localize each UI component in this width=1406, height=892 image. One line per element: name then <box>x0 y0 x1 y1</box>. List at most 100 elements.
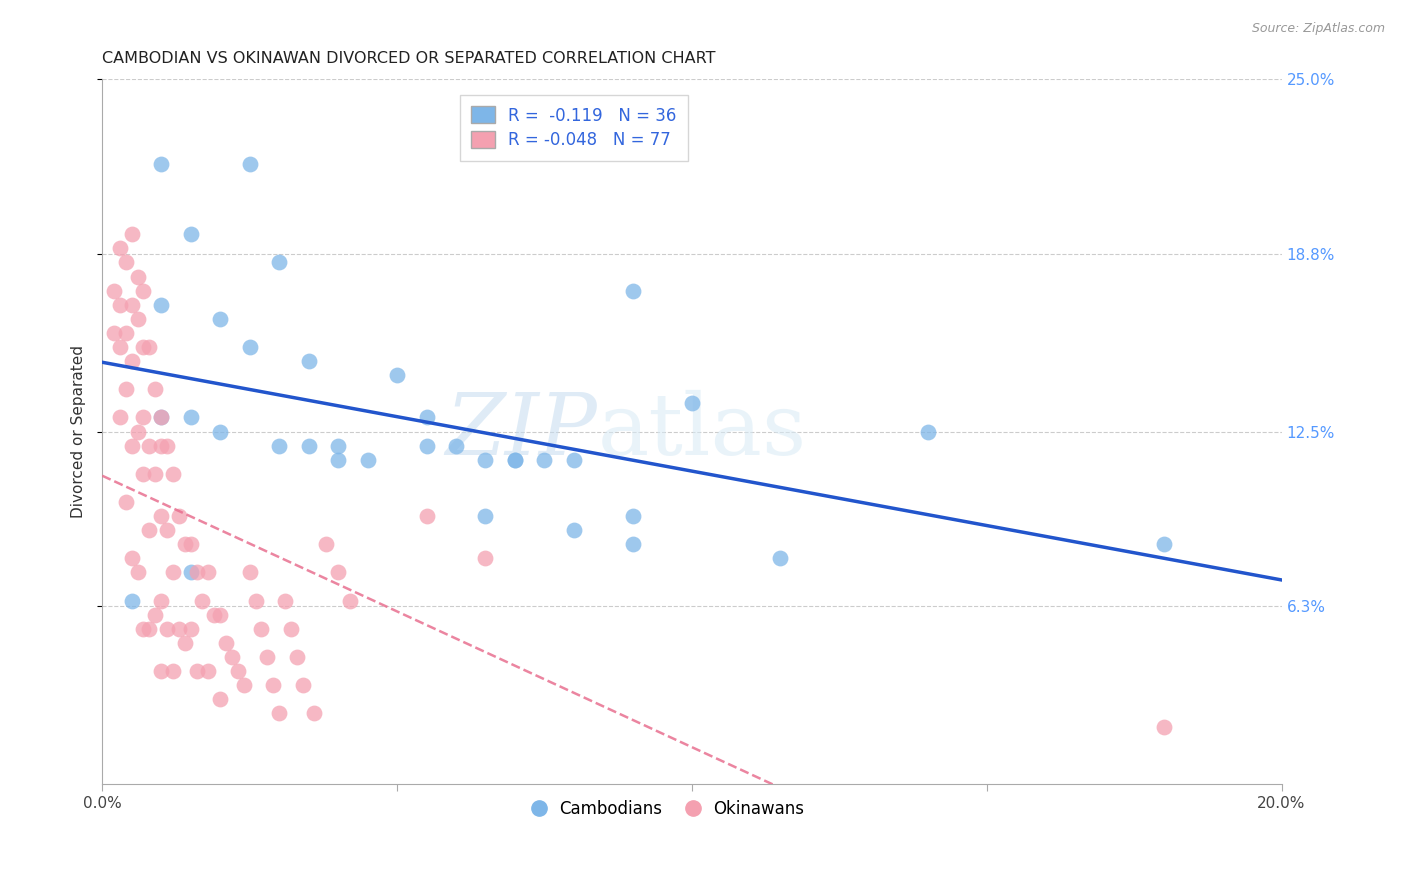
Point <box>415 509 437 524</box>
Point <box>138 523 160 537</box>
Point <box>256 649 278 664</box>
Point <box>326 452 349 467</box>
Point <box>121 439 143 453</box>
Point <box>114 382 136 396</box>
Y-axis label: Divorced or Separated: Divorced or Separated <box>72 345 86 518</box>
Point <box>162 467 184 481</box>
Point <box>1153 537 1175 551</box>
Point <box>415 410 437 425</box>
Point <box>415 439 437 453</box>
Point <box>167 509 190 524</box>
Point <box>150 410 173 425</box>
Point <box>173 537 195 551</box>
Point <box>197 566 219 580</box>
Point <box>114 326 136 340</box>
Point <box>132 284 155 298</box>
Point <box>132 622 155 636</box>
Point <box>186 664 208 678</box>
Point <box>209 311 232 326</box>
Point <box>239 340 262 354</box>
Point <box>121 227 143 242</box>
Point <box>239 157 262 171</box>
Point <box>315 537 337 551</box>
Point <box>245 593 267 607</box>
Point <box>156 439 179 453</box>
Point <box>326 566 349 580</box>
Point <box>474 551 496 566</box>
Point <box>138 340 160 354</box>
Point <box>1153 720 1175 734</box>
Point <box>167 622 190 636</box>
Point <box>385 368 408 383</box>
Point <box>180 410 202 425</box>
Point <box>180 227 202 242</box>
Point <box>285 649 308 664</box>
Point <box>209 692 232 706</box>
Point <box>215 636 238 650</box>
Point <box>143 382 166 396</box>
Point <box>150 509 173 524</box>
Point <box>108 340 131 354</box>
Point <box>232 678 254 692</box>
Point <box>150 439 173 453</box>
Point <box>108 241 131 255</box>
Legend: Cambodians, Okinawans: Cambodians, Okinawans <box>526 793 811 825</box>
Point <box>304 706 326 721</box>
Text: atlas: atlas <box>598 390 807 473</box>
Point <box>562 452 585 467</box>
Text: CAMBODIAN VS OKINAWAN DIVORCED OR SEPARATED CORRELATION CHART: CAMBODIAN VS OKINAWAN DIVORCED OR SEPARA… <box>103 51 716 66</box>
Point <box>503 452 526 467</box>
Point <box>180 622 202 636</box>
Point <box>239 566 262 580</box>
Point <box>226 664 249 678</box>
Point <box>269 255 291 269</box>
Point <box>274 593 297 607</box>
Point <box>121 298 143 312</box>
Point <box>209 607 232 622</box>
Point <box>474 509 496 524</box>
Point <box>150 664 173 678</box>
Point <box>533 452 555 467</box>
Point <box>250 622 273 636</box>
Point <box>143 607 166 622</box>
Point <box>103 326 125 340</box>
Point <box>108 298 131 312</box>
Point <box>127 425 149 439</box>
Point <box>474 452 496 467</box>
Point <box>339 593 361 607</box>
Point <box>297 354 319 368</box>
Point <box>114 255 136 269</box>
Point <box>221 649 243 664</box>
Point <box>202 607 225 622</box>
Point <box>262 678 284 692</box>
Point <box>162 664 184 678</box>
Point <box>621 509 644 524</box>
Point <box>173 636 195 650</box>
Point <box>269 706 291 721</box>
Point <box>138 439 160 453</box>
Point <box>156 622 179 636</box>
Point <box>127 311 149 326</box>
Point <box>291 678 314 692</box>
Point <box>150 410 173 425</box>
Point <box>280 622 302 636</box>
Point <box>156 523 179 537</box>
Point <box>326 439 349 453</box>
Point <box>180 566 202 580</box>
Point <box>121 593 143 607</box>
Point <box>621 537 644 551</box>
Point <box>162 566 184 580</box>
Point <box>121 354 143 368</box>
Point <box>191 593 214 607</box>
Point <box>150 593 173 607</box>
Point <box>681 396 703 410</box>
Point <box>621 284 644 298</box>
Point <box>209 425 232 439</box>
Point <box>444 439 467 453</box>
Point <box>108 410 131 425</box>
Text: ZIP: ZIP <box>446 390 598 473</box>
Point <box>132 340 155 354</box>
Point <box>297 439 319 453</box>
Point <box>132 410 155 425</box>
Point <box>143 467 166 481</box>
